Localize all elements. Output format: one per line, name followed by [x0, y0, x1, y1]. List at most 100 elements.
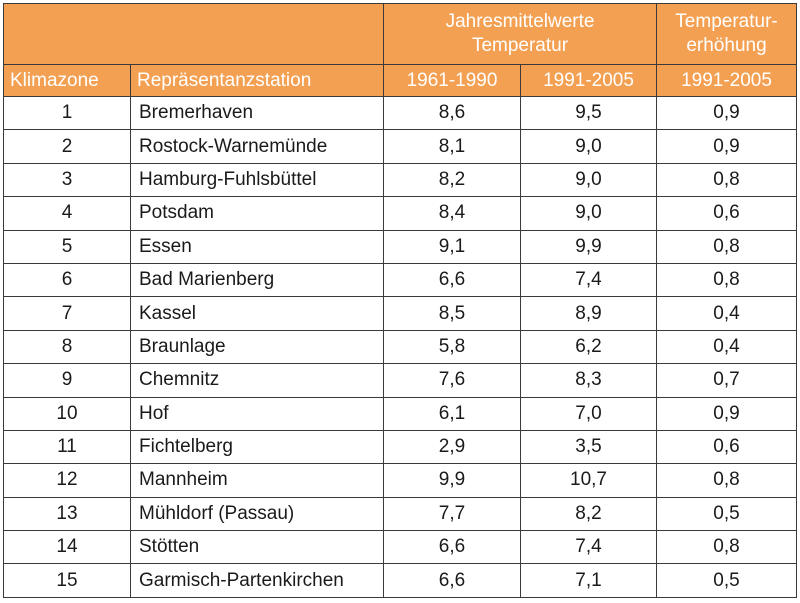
mean-1961-1990-cell: 6,6 — [383, 563, 521, 598]
mean-1961-1990-cell: 6,6 — [383, 262, 521, 298]
table-row: 6 Bad Marienberg 6,6 7,4 0,8 — [3, 262, 798, 298]
mean-1991-2005-cell: 8,9 — [519, 296, 658, 331]
station-cell: Rostock-Warnemünde — [130, 129, 384, 164]
temperature-increase-header-line-1: Temperatur- — [675, 11, 778, 32]
mean-1961-1990-cell: 8,6 — [383, 95, 521, 131]
empty-header-cell — [3, 3, 384, 65]
zone-cell: 1 — [3, 95, 131, 131]
increase-cell: 0,8 — [656, 530, 798, 565]
mean-1961-1990-cell: 9,9 — [383, 463, 521, 498]
station-cell: Mannheim — [130, 463, 384, 498]
table-row: 7 Kassel 8,5 8,9 0,4 — [3, 296, 798, 331]
table-row: 12 Mannheim 9,9 10,7 0,8 — [3, 463, 798, 498]
table-row: 8 Braunlage 5,8 6,2 0,4 — [3, 329, 798, 365]
increase-cell: 0,4 — [656, 296, 798, 331]
mean-1991-2005-cell: 9,0 — [519, 196, 658, 231]
increase-cell: 0,9 — [656, 129, 798, 164]
station-cell: Braunlage — [130, 329, 384, 365]
mean-1991-2005-cell: 9,0 — [519, 162, 658, 198]
increase-cell: 0,9 — [656, 396, 798, 431]
group-header-row: Jahresmittelwerte Temperatur Temperatur-… — [3, 3, 798, 65]
table-row: 5 Essen 9,1 9,9 0,8 — [3, 229, 798, 264]
zone-cell: 11 — [3, 429, 131, 465]
station-cell: Bremerhaven — [130, 95, 384, 131]
table-row: 15 Garmisch-Partenkirchen 6,6 7,1 0,5 — [3, 563, 798, 598]
zone-cell: 12 — [3, 463, 131, 498]
column-header-period-1991-2005: 1991-2005 — [519, 64, 658, 97]
mean-1961-1990-cell: 2,9 — [383, 429, 521, 465]
station-cell: Garmisch-Partenkirchen — [130, 563, 384, 598]
zone-cell: 5 — [3, 229, 131, 264]
mean-1961-1990-cell: 7,6 — [383, 363, 521, 398]
table-body: 1 Bremerhaven 8,6 9,5 0,9 2 Rostock-Warnemünde… — [3, 95, 798, 598]
mean-1991-2005-cell: 8,2 — [519, 496, 658, 532]
column-header-zone: Klimazone — [3, 64, 131, 97]
table-row: 9 Chemnitz 7,6 8,3 0,7 — [3, 363, 798, 398]
zone-cell: 7 — [3, 296, 131, 331]
mean-temperature-group-header: Jahresmittelwerte Temperatur — [382, 3, 658, 65]
increase-cell: 0,6 — [656, 196, 798, 231]
table-row: 10 Hof 6,1 7,0 0,9 — [3, 396, 798, 431]
zone-cell: 8 — [3, 329, 131, 365]
increase-cell: 0,8 — [656, 463, 798, 498]
mean-1991-2005-cell: 7,4 — [519, 530, 658, 565]
station-cell: Stötten — [130, 530, 384, 565]
mean-1991-2005-cell: 3,5 — [519, 429, 658, 465]
station-cell: Fichtelberg — [130, 429, 384, 465]
increase-cell: 0,5 — [656, 496, 798, 532]
mean-1991-2005-cell: 10,7 — [519, 463, 658, 498]
zone-cell: 6 — [3, 262, 131, 298]
increase-cell: 0,8 — [656, 262, 798, 298]
mean-temperature-header-line-1: Jahresmittelwerte — [445, 11, 595, 32]
table-row: 4 Potsdam 8,4 9,0 0,6 — [3, 196, 798, 231]
mean-1961-1990-cell: 8,4 — [383, 196, 521, 231]
mean-1961-1990-cell: 8,2 — [383, 162, 521, 198]
station-cell: Bad Marienberg — [130, 262, 384, 298]
table-row: 11 Fichtelberg 2,9 3,5 0,6 — [3, 429, 798, 465]
table-row: 14 Stötten 6,6 7,4 0,8 — [3, 530, 798, 565]
table-row: 2 Rostock-Warnemünde 8,1 9,0 0,9 — [3, 129, 798, 164]
mean-temperature-header-line-2: Temperatur — [471, 35, 569, 56]
column-header-period-1961-1990: 1961-1990 — [383, 64, 521, 97]
mean-1961-1990-cell: 8,1 — [383, 129, 521, 164]
table-row: 3 Hamburg-Fuhlsbüttel 8,2 9,0 0,8 — [3, 162, 798, 198]
column-header-increase-period: 1991-2005 — [656, 64, 798, 97]
mean-1991-2005-cell: 7,1 — [519, 563, 658, 598]
temperature-increase-group-header: Temperatur- erhöhung — [656, 3, 798, 65]
mean-1961-1990-cell: 9,1 — [383, 229, 521, 264]
climate-zone-table: Jahresmittelwerte Temperatur Temperatur-… — [3, 3, 798, 598]
mean-1961-1990-cell: 8,5 — [383, 296, 521, 331]
mean-1991-2005-cell: 9,9 — [519, 229, 658, 264]
zone-cell: 15 — [3, 563, 131, 598]
station-cell: Chemnitz — [130, 363, 384, 398]
increase-cell: 0,8 — [656, 162, 798, 198]
zone-cell: 10 — [3, 396, 131, 431]
mean-1961-1990-cell: 7,7 — [383, 496, 521, 532]
station-cell: Essen — [130, 229, 384, 264]
zone-cell: 14 — [3, 530, 131, 565]
table-row: 1 Bremerhaven 8,6 9,5 0,9 — [3, 95, 798, 131]
mean-1991-2005-cell: 8,3 — [519, 363, 658, 398]
station-cell: Hof — [130, 396, 384, 431]
zone-cell: 13 — [3, 496, 131, 532]
increase-cell: 0,5 — [656, 563, 798, 598]
zone-cell: 4 — [3, 196, 131, 231]
temperature-increase-header-line-2: erhöhung — [686, 35, 767, 56]
increase-cell: 0,4 — [656, 329, 798, 365]
mean-1991-2005-cell: 9,5 — [519, 95, 658, 131]
mean-1991-2005-cell: 7,0 — [519, 396, 658, 431]
mean-1991-2005-cell: 6,2 — [519, 329, 658, 365]
station-cell: Mühldorf (Passau) — [130, 496, 384, 532]
column-header-station: Repräsentanzstation — [130, 64, 384, 97]
mean-1961-1990-cell: 5,8 — [383, 329, 521, 365]
increase-cell: 0,8 — [656, 229, 798, 264]
increase-cell: 0,7 — [656, 363, 798, 398]
increase-cell: 0,9 — [656, 95, 798, 131]
column-header-row: Klimazone Repräsentanzstation 1961-1990 … — [3, 64, 798, 97]
station-cell: Potsdam — [130, 196, 384, 231]
station-cell: Hamburg-Fuhlsbüttel — [130, 162, 384, 198]
zone-cell: 2 — [3, 129, 131, 164]
station-cell: Kassel — [130, 296, 384, 331]
zone-cell: 3 — [3, 162, 131, 198]
mean-1961-1990-cell: 6,6 — [383, 530, 521, 565]
